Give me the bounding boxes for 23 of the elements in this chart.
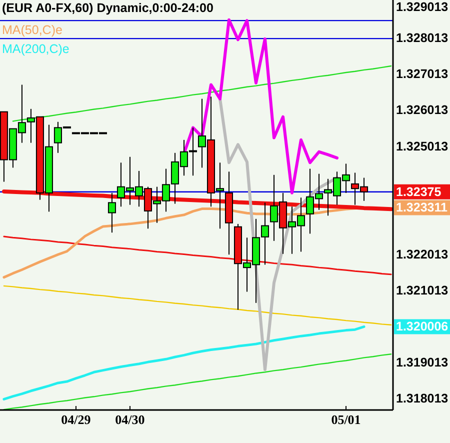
x-tick-label: 04/30 xyxy=(115,412,145,427)
text: 1.32375 xyxy=(396,184,442,199)
y-tick-label: 1.329013 xyxy=(396,0,448,14)
y-tick-label: 1.325013 xyxy=(396,139,448,154)
line-series xyxy=(12,65,392,122)
x-tick-label: 04/29 xyxy=(61,412,92,427)
candlestick xyxy=(108,192,116,234)
text: MA(50,C)e xyxy=(2,23,62,37)
chart-title: (EUR A0-FX,60) Dynamic,0:00-24:00 xyxy=(2,1,214,15)
line-series xyxy=(3,354,392,410)
y-tick-label: 1.322013 xyxy=(396,247,448,262)
text: 1.323311 xyxy=(396,200,448,215)
line-series xyxy=(3,285,392,326)
y-tick-label: 1.326013 xyxy=(396,103,448,118)
y-tick-label: 1.327013 xyxy=(396,67,448,82)
line-series xyxy=(2,325,366,400)
text: MA(200,C)e xyxy=(2,42,70,56)
text: 1.320006 xyxy=(396,320,448,334)
y-tick-label: 1.319013 xyxy=(396,356,448,370)
y-tick-label: 1.328013 xyxy=(396,31,448,46)
x-tick-label: 05/01 xyxy=(331,412,361,427)
y-tick-label: 1.318013 xyxy=(396,392,448,406)
y-tick-label: 1.321013 xyxy=(396,284,448,298)
